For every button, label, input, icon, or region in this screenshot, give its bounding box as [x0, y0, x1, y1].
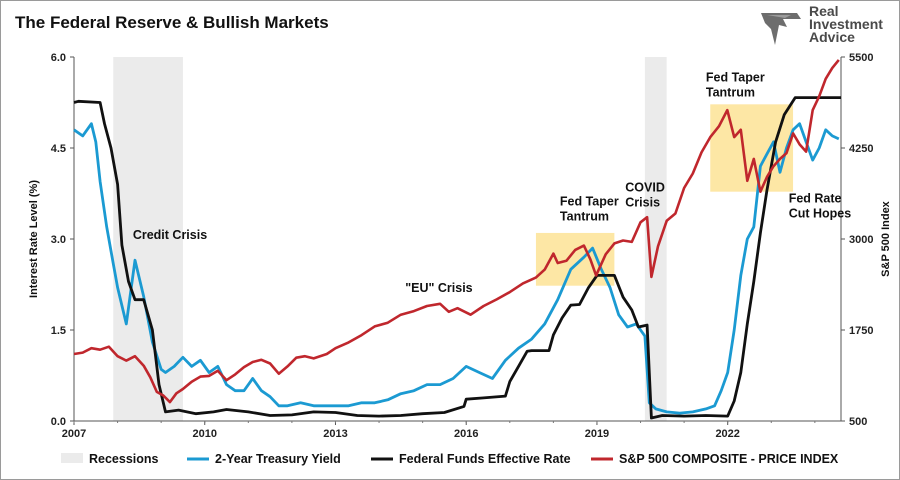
y-right-tick-label: 1750: [849, 325, 873, 337]
x-tick-label: 2007: [62, 428, 86, 440]
logo-wordmark: Real Investment Advice: [809, 3, 883, 45]
logo-text-line: Real: [809, 3, 839, 19]
y-right-tick-label: 3000: [849, 234, 873, 246]
logo-text-line: Investment: [809, 16, 883, 32]
annotation-text: Crisis: [625, 196, 660, 210]
annotation-text: "EU" Crisis: [405, 281, 472, 295]
series-line: [73, 122, 840, 415]
y-left-tick-label: 0.0: [51, 416, 66, 428]
x-tick-label: 2010: [192, 428, 216, 440]
chart-annotation: Credit Crisis: [133, 228, 207, 242]
series-line: [73, 59, 840, 404]
legend-item: Federal Funds Effective Rate: [371, 452, 571, 466]
x-tick-label: 2016: [454, 428, 478, 440]
chart-annotation: "EU" Crisis: [405, 281, 472, 295]
y-left-tick-label: 4.5: [51, 143, 66, 155]
x-tick-label: 2013: [323, 428, 347, 440]
y-left-tick-label: 1.5: [51, 325, 66, 337]
legend-item: 2-Year Treasury Yield: [187, 452, 341, 466]
legend-item: Recessions: [61, 452, 159, 466]
chart-title: The Federal Reserve & Bullish Markets: [15, 13, 329, 32]
legend-label: S&P 500 COMPOSITE - PRICE INDEX: [619, 452, 839, 466]
logo-text-line: Advice: [809, 29, 855, 45]
annotation-text: Tantrum: [706, 85, 755, 99]
y-right-axis-label: S&P 500 Index: [880, 200, 892, 276]
annotation-text: COVID: [625, 181, 665, 195]
y-right-tick-label: 4250: [849, 143, 873, 155]
recession-band: [644, 57, 667, 421]
legend-label: Federal Funds Effective Rate: [399, 452, 571, 466]
y-left-axis-label: Interest Rate Level (%): [28, 180, 40, 298]
y-right-tick-label: 5500: [849, 52, 873, 64]
legend-label: Recessions: [89, 452, 159, 466]
annotation-text: Fed Taper: [560, 195, 619, 209]
legend-swatch: [61, 453, 83, 463]
annotation-text: Fed Rate: [789, 192, 842, 206]
series-line: [73, 96, 841, 420]
x-tick-label: 2019: [585, 428, 609, 440]
y-left-tick-label: 6.0: [51, 52, 66, 64]
x-tick-label: 2022: [715, 428, 739, 440]
logo: [757, 5, 897, 49]
annotation-text: Tantrum: [560, 210, 609, 224]
legend-item: S&P 500 COMPOSITE - PRICE INDEX: [591, 452, 839, 466]
annotation-text: Fed Taper: [706, 70, 765, 84]
y-left-tick-label: 3.0: [51, 234, 66, 246]
y-right-tick-label: 500: [849, 416, 867, 428]
annotation-text: Cut Hopes: [789, 207, 852, 221]
legend-label: 2-Year Treasury Yield: [215, 452, 341, 466]
eagle-logo-icon: [761, 13, 801, 45]
annotation-text: Credit Crisis: [133, 228, 207, 242]
